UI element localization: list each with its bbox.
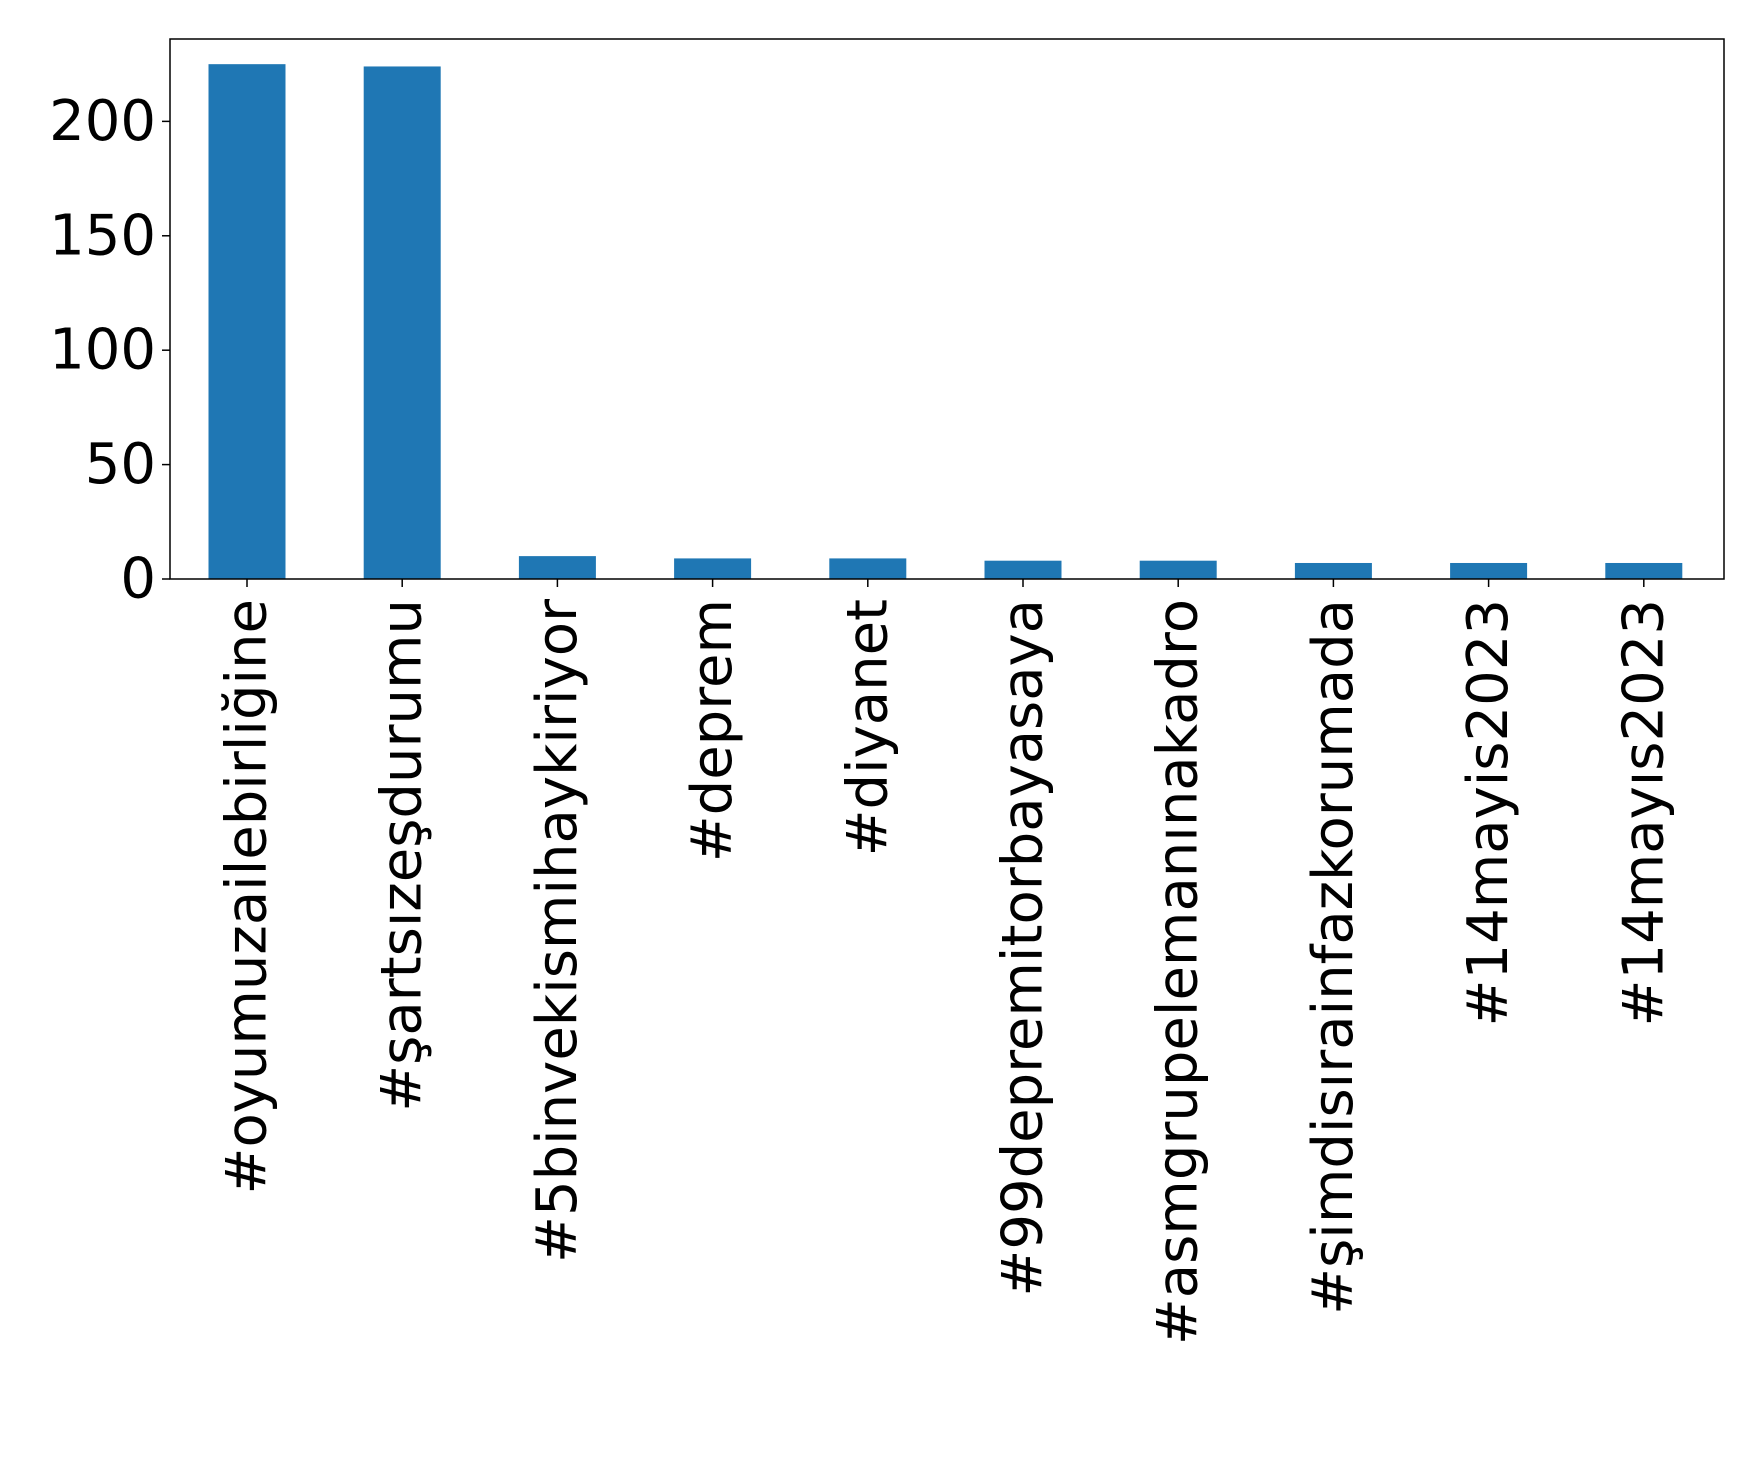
- y-tick-label: 200: [49, 89, 156, 154]
- x-tick-label: #14mayıs2023: [1611, 599, 1676, 1026]
- x-tick-label: #99depremitorbayasaya: [991, 599, 1056, 1297]
- x-tick-label: #5binvekismihaykiriyor: [525, 598, 590, 1263]
- bars-layer: [208, 64, 1683, 579]
- plot-frame: [169, 38, 1725, 580]
- y-tick-label: 0: [120, 547, 156, 612]
- bar-7: [1139, 560, 1217, 579]
- x-tick-label: #14mayis2023: [1456, 599, 1521, 1026]
- bar-10: [1605, 562, 1683, 579]
- bar-5: [829, 558, 907, 579]
- x-tick-label: #diyanet: [835, 599, 900, 856]
- y-tick-label: 50: [85, 432, 156, 497]
- x-tick-label: #deprem: [680, 599, 745, 862]
- bar-6: [984, 560, 1062, 579]
- x-tick-label: #oyumuzailebirliğine: [215, 599, 280, 1194]
- bar-2: [363, 66, 441, 579]
- bar-3: [518, 556, 596, 579]
- x-tick-label: #asmgrupelemanınakadro: [1146, 599, 1211, 1345]
- y-tick-label: 100: [49, 318, 156, 383]
- ticks-layer: #oyumuzailebirliğine #şartsızeşdurumu #5bi…: [49, 89, 1676, 1345]
- bar-8: [1294, 562, 1372, 579]
- bar-1: [208, 64, 286, 579]
- bar-4: [674, 558, 752, 579]
- y-tick-label: 150: [49, 203, 156, 268]
- bar-9: [1450, 562, 1528, 579]
- x-tick-label: #şimdisırainfazkorumada: [1301, 599, 1366, 1315]
- x-tick-label: #şartsızeşdurumu: [370, 599, 435, 1112]
